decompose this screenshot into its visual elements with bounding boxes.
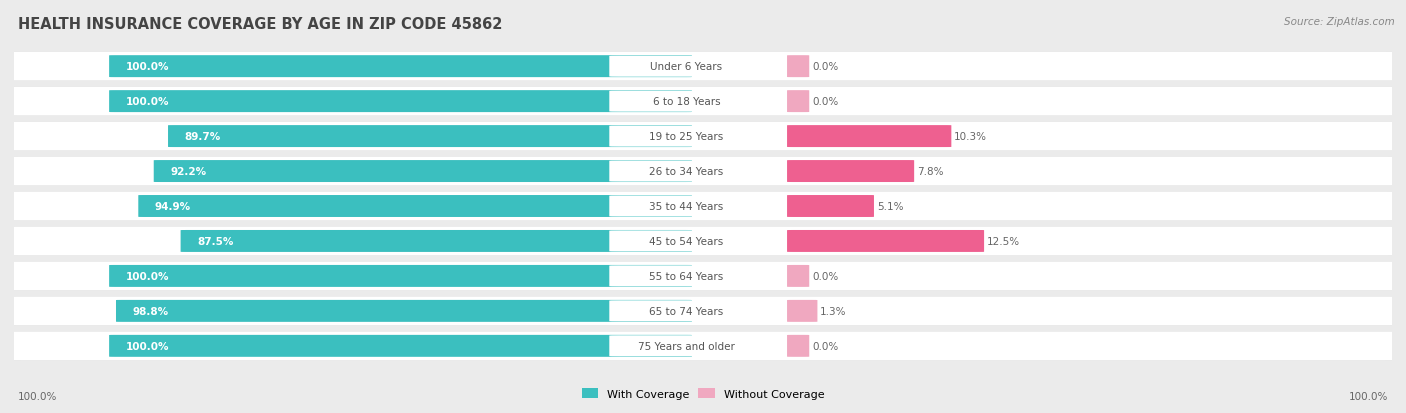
Text: 100.0%: 100.0% [1348, 391, 1388, 401]
FancyBboxPatch shape [609, 161, 763, 182]
FancyBboxPatch shape [787, 161, 914, 183]
Text: 10.3%: 10.3% [955, 132, 987, 142]
FancyBboxPatch shape [180, 230, 692, 252]
FancyBboxPatch shape [787, 126, 952, 148]
FancyBboxPatch shape [609, 57, 763, 78]
FancyBboxPatch shape [609, 266, 763, 287]
FancyBboxPatch shape [609, 91, 763, 112]
Text: 100.0%: 100.0% [125, 97, 169, 107]
FancyBboxPatch shape [117, 300, 692, 322]
Text: 7.8%: 7.8% [917, 166, 943, 177]
FancyBboxPatch shape [10, 87, 1396, 116]
FancyBboxPatch shape [609, 196, 763, 217]
FancyBboxPatch shape [10, 192, 1396, 221]
FancyBboxPatch shape [10, 297, 1396, 326]
Text: 75 Years and older: 75 Years and older [638, 341, 735, 351]
FancyBboxPatch shape [609, 335, 763, 356]
FancyBboxPatch shape [787, 230, 984, 252]
FancyBboxPatch shape [10, 157, 1396, 186]
Text: 5.1%: 5.1% [877, 202, 903, 211]
Text: 100.0%: 100.0% [125, 62, 169, 72]
FancyBboxPatch shape [609, 231, 763, 252]
Text: 65 to 74 Years: 65 to 74 Years [650, 306, 724, 316]
Legend: With Coverage, Without Coverage: With Coverage, Without Coverage [576, 384, 830, 404]
FancyBboxPatch shape [10, 227, 1396, 256]
FancyBboxPatch shape [169, 126, 692, 148]
Text: 87.5%: 87.5% [197, 236, 233, 247]
FancyBboxPatch shape [787, 56, 810, 78]
FancyBboxPatch shape [138, 195, 692, 218]
Text: HEALTH INSURANCE COVERAGE BY AGE IN ZIP CODE 45862: HEALTH INSURANCE COVERAGE BY AGE IN ZIP … [18, 17, 503, 31]
Text: 12.5%: 12.5% [987, 236, 1019, 247]
Text: 100.0%: 100.0% [125, 341, 169, 351]
Text: Under 6 Years: Under 6 Years [651, 62, 723, 72]
Text: 55 to 64 Years: 55 to 64 Years [650, 271, 724, 281]
FancyBboxPatch shape [153, 161, 692, 183]
Text: 0.0%: 0.0% [813, 341, 838, 351]
Text: 35 to 44 Years: 35 to 44 Years [650, 202, 724, 211]
Text: 19 to 25 Years: 19 to 25 Years [650, 132, 724, 142]
FancyBboxPatch shape [787, 300, 817, 322]
Text: 0.0%: 0.0% [813, 62, 838, 72]
Text: 6 to 18 Years: 6 to 18 Years [652, 97, 720, 107]
FancyBboxPatch shape [10, 52, 1396, 82]
FancyBboxPatch shape [110, 56, 692, 78]
Text: 0.0%: 0.0% [813, 271, 838, 281]
FancyBboxPatch shape [787, 335, 810, 357]
Text: 94.9%: 94.9% [155, 202, 191, 211]
FancyBboxPatch shape [609, 126, 763, 147]
FancyBboxPatch shape [110, 91, 692, 113]
Text: 45 to 54 Years: 45 to 54 Years [650, 236, 724, 247]
FancyBboxPatch shape [787, 195, 875, 218]
Text: 98.8%: 98.8% [132, 306, 169, 316]
FancyBboxPatch shape [10, 262, 1396, 291]
FancyBboxPatch shape [10, 122, 1396, 151]
FancyBboxPatch shape [10, 331, 1396, 361]
Text: 26 to 34 Years: 26 to 34 Years [650, 166, 724, 177]
Text: 0.0%: 0.0% [813, 97, 838, 107]
Text: 1.3%: 1.3% [820, 306, 846, 316]
Text: 92.2%: 92.2% [170, 166, 207, 177]
FancyBboxPatch shape [110, 335, 692, 357]
FancyBboxPatch shape [787, 265, 810, 287]
Text: 100.0%: 100.0% [18, 391, 58, 401]
Text: 100.0%: 100.0% [125, 271, 169, 281]
FancyBboxPatch shape [110, 265, 692, 287]
FancyBboxPatch shape [609, 301, 763, 322]
FancyBboxPatch shape [787, 91, 810, 113]
Text: 89.7%: 89.7% [184, 132, 221, 142]
Text: Source: ZipAtlas.com: Source: ZipAtlas.com [1284, 17, 1395, 26]
